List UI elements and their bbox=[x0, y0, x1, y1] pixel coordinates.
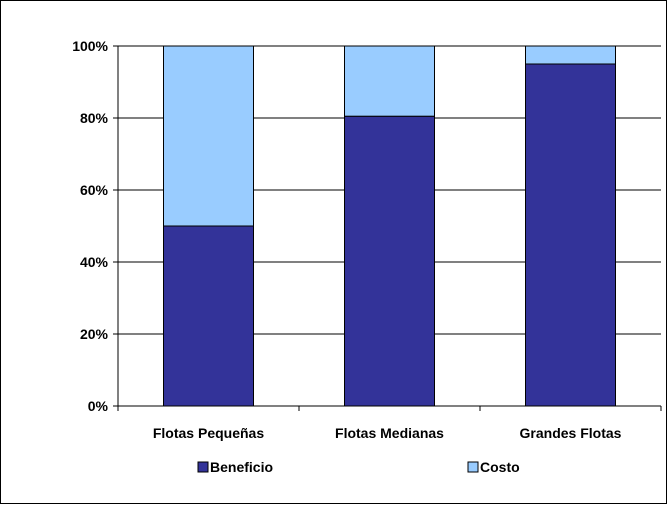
y-tick-label: 0% bbox=[88, 398, 109, 414]
x-category-label: Grandes Flotas bbox=[520, 425, 622, 441]
bars bbox=[163, 45, 616, 407]
legend-swatch-beneficio bbox=[197, 461, 209, 473]
y-tick-label: 40% bbox=[80, 254, 109, 270]
legend-label-beneficio: Beneficio bbox=[210, 459, 273, 475]
legend-swatch-costo bbox=[467, 461, 479, 473]
y-tick-label: 100% bbox=[72, 38, 108, 54]
x-category-label: Flotas Medianas bbox=[335, 425, 444, 441]
bar-costo-2 bbox=[525, 45, 616, 65]
bar-beneficio-0 bbox=[163, 225, 254, 407]
legend-label-costo: Costo bbox=[480, 459, 520, 475]
bar-beneficio-2 bbox=[525, 63, 616, 407]
legend: Beneficio Costo bbox=[197, 459, 520, 475]
y-tick-label: 80% bbox=[80, 110, 109, 126]
y-tick-label: 20% bbox=[80, 326, 109, 342]
x-category-label: Flotas Pequeñas bbox=[153, 425, 264, 441]
axis-labels: 0% 20% 40% 60% 80% 100% Flotas Pequeñas Flotas … bbox=[72, 38, 621, 441]
bar-costo-0 bbox=[163, 45, 254, 227]
axes bbox=[113, 45, 662, 411]
bar-costo-1 bbox=[344, 45, 435, 117]
y-tick-label: 60% bbox=[80, 182, 109, 198]
bar-beneficio-1 bbox=[344, 115, 435, 407]
